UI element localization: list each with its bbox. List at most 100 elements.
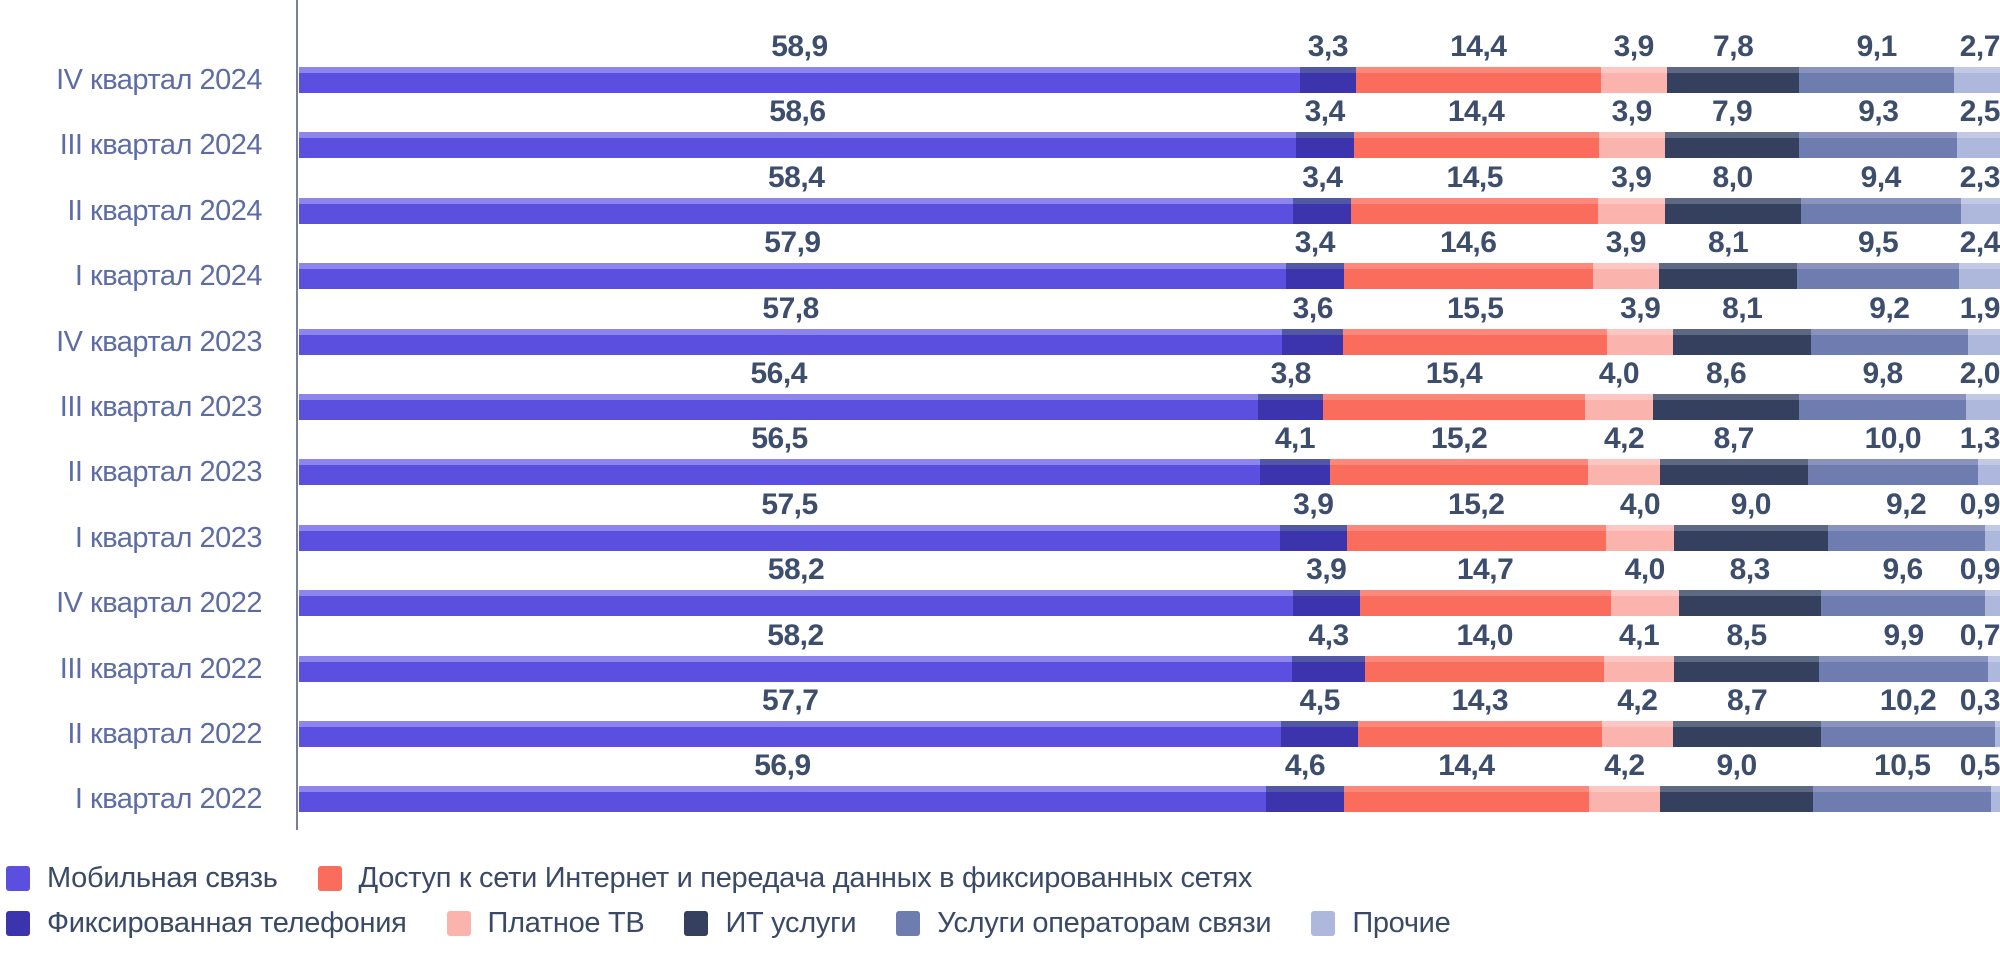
value-label: 4,2 xyxy=(1604,749,1645,782)
category-label: IV квартал 2024 xyxy=(56,64,262,96)
value-label: 4,6 xyxy=(1284,749,1326,782)
bar-segment xyxy=(1819,656,1988,682)
bar-segment xyxy=(1827,525,1985,551)
legend: Мобильная связь Доступ к сети Интернет и … xyxy=(6,862,1451,940)
category-label: IV квартал 2023 xyxy=(56,326,262,358)
bar-segment xyxy=(1813,786,1992,812)
bar-segment xyxy=(1799,132,1958,158)
value-label: 57,8 xyxy=(762,292,819,325)
value-label: 9,8 xyxy=(1862,357,1903,390)
bar-segment xyxy=(1673,721,1822,747)
value-label: 58,9 xyxy=(771,30,828,63)
value-label: 14,4 xyxy=(1450,30,1507,63)
bar-segment xyxy=(1604,656,1675,682)
legend-item: Фиксированная телефония xyxy=(6,907,407,940)
bar-segment xyxy=(1258,394,1323,420)
value-label: 14,5 xyxy=(1446,161,1504,194)
bar-segment xyxy=(1355,67,1601,93)
category-label: I квартал 2024 xyxy=(74,260,263,292)
value-label: 57,7 xyxy=(762,684,819,717)
value-label: 3,9 xyxy=(1605,226,1647,259)
category-label: II квартал 2023 xyxy=(67,456,262,488)
value-label: 1,3 xyxy=(1959,422,2000,455)
legend-swatch-icon xyxy=(896,911,921,936)
value-label: 9,9 xyxy=(1883,619,1924,652)
bar-segment xyxy=(1343,263,1593,289)
legend-swatch-icon xyxy=(684,911,709,936)
legend-label: Прочие xyxy=(1352,907,1451,939)
value-label-row: 56,5 4,1 15,2 4,2 8,7 10,0 1,3 xyxy=(299,422,2000,456)
bar-segment xyxy=(1807,459,1978,485)
bar-segment xyxy=(299,394,1259,420)
value-label: 58,2 xyxy=(767,619,824,652)
value-label: 3,4 xyxy=(1304,95,1346,128)
bar-segment xyxy=(1359,590,1611,616)
value-label: 56,9 xyxy=(754,749,811,782)
bar-segment xyxy=(1659,263,1798,289)
value-label: 3,4 xyxy=(1294,226,1336,259)
bar-segment xyxy=(1292,590,1360,616)
bar-segment xyxy=(1984,525,2000,551)
bar-segment xyxy=(1260,459,1330,485)
bar-segment xyxy=(1329,459,1589,485)
value-label: 3,9 xyxy=(1611,161,1652,194)
value-label: 10,0 xyxy=(1864,422,1922,455)
bar-segment xyxy=(299,132,1296,158)
legend-label: Услуги операторам связи xyxy=(937,907,1272,939)
bar-segment xyxy=(1984,590,2000,616)
value-label-row: 58,2 4,3 14,0 4,1 8,5 9,9 0,7 xyxy=(299,619,2000,653)
bar-row xyxy=(299,263,2000,289)
value-label: 14,6 xyxy=(1440,226,1497,259)
category-label: II квартал 2024 xyxy=(67,195,262,227)
category-label: II квартал 2022 xyxy=(67,718,262,750)
bar-segment xyxy=(1346,525,1606,551)
bar-segment xyxy=(1598,198,1665,224)
bar-segment xyxy=(1988,656,2000,682)
value-label: 4,2 xyxy=(1603,422,1645,455)
value-label: 3,9 xyxy=(1293,488,1334,521)
value-label: 3,9 xyxy=(1620,292,1661,325)
legend-item: ИТ услуги xyxy=(684,907,857,940)
value-label-row: 57,7 4,5 14,3 4,2 8,7 10,2 0,3 xyxy=(299,684,2000,718)
bar-segment xyxy=(1353,132,1599,158)
bar-segment xyxy=(299,525,1281,551)
bar-segment xyxy=(1610,590,1679,616)
bar-row xyxy=(299,721,2000,747)
value-label: 8,1 xyxy=(1722,292,1763,325)
legend-swatch-icon xyxy=(1311,911,1336,936)
bar-segment xyxy=(1588,459,1660,485)
value-label: 7,9 xyxy=(1711,95,1753,128)
bar-segment xyxy=(299,786,1266,812)
bar-segment xyxy=(1607,329,1674,355)
legend-row: Мобильная связь Доступ к сети Интернет и … xyxy=(6,862,1450,895)
value-label: 9,2 xyxy=(1869,292,1910,325)
bar-row xyxy=(299,590,2000,616)
value-label: 9,2 xyxy=(1886,488,1927,521)
legend-swatch-icon xyxy=(446,911,471,936)
bar-segment xyxy=(1967,329,2000,355)
bar-segment xyxy=(1351,198,1599,224)
bar-segment xyxy=(1991,786,2000,812)
bar-segment xyxy=(299,656,1292,682)
bar-segment xyxy=(1358,721,1602,747)
value-label: 3,9 xyxy=(1611,95,1653,128)
category-label: I квартал 2022 xyxy=(74,783,263,815)
bar-segment xyxy=(1957,132,2000,158)
bar-segment xyxy=(1799,67,1955,93)
bar-segment xyxy=(1344,786,1589,812)
value-label: 15,2 xyxy=(1448,488,1505,521)
legend-swatch-icon xyxy=(6,866,30,891)
value-label: 14,0 xyxy=(1456,619,1514,652)
value-label: 15,2 xyxy=(1430,422,1488,455)
value-label: 9,0 xyxy=(1730,488,1772,521)
bar-segment xyxy=(1299,67,1356,93)
value-label: 58,2 xyxy=(767,553,825,586)
bar-segment xyxy=(299,459,1261,485)
value-label: 2,3 xyxy=(1959,161,2000,194)
bar-segment xyxy=(299,329,1283,355)
bar-segment xyxy=(1280,525,1347,551)
value-label: 8,7 xyxy=(1727,684,1768,717)
bar-segment xyxy=(1666,67,1800,93)
legend-item: Услуги операторам связи xyxy=(896,907,1272,940)
bar-segment xyxy=(1674,525,1828,551)
